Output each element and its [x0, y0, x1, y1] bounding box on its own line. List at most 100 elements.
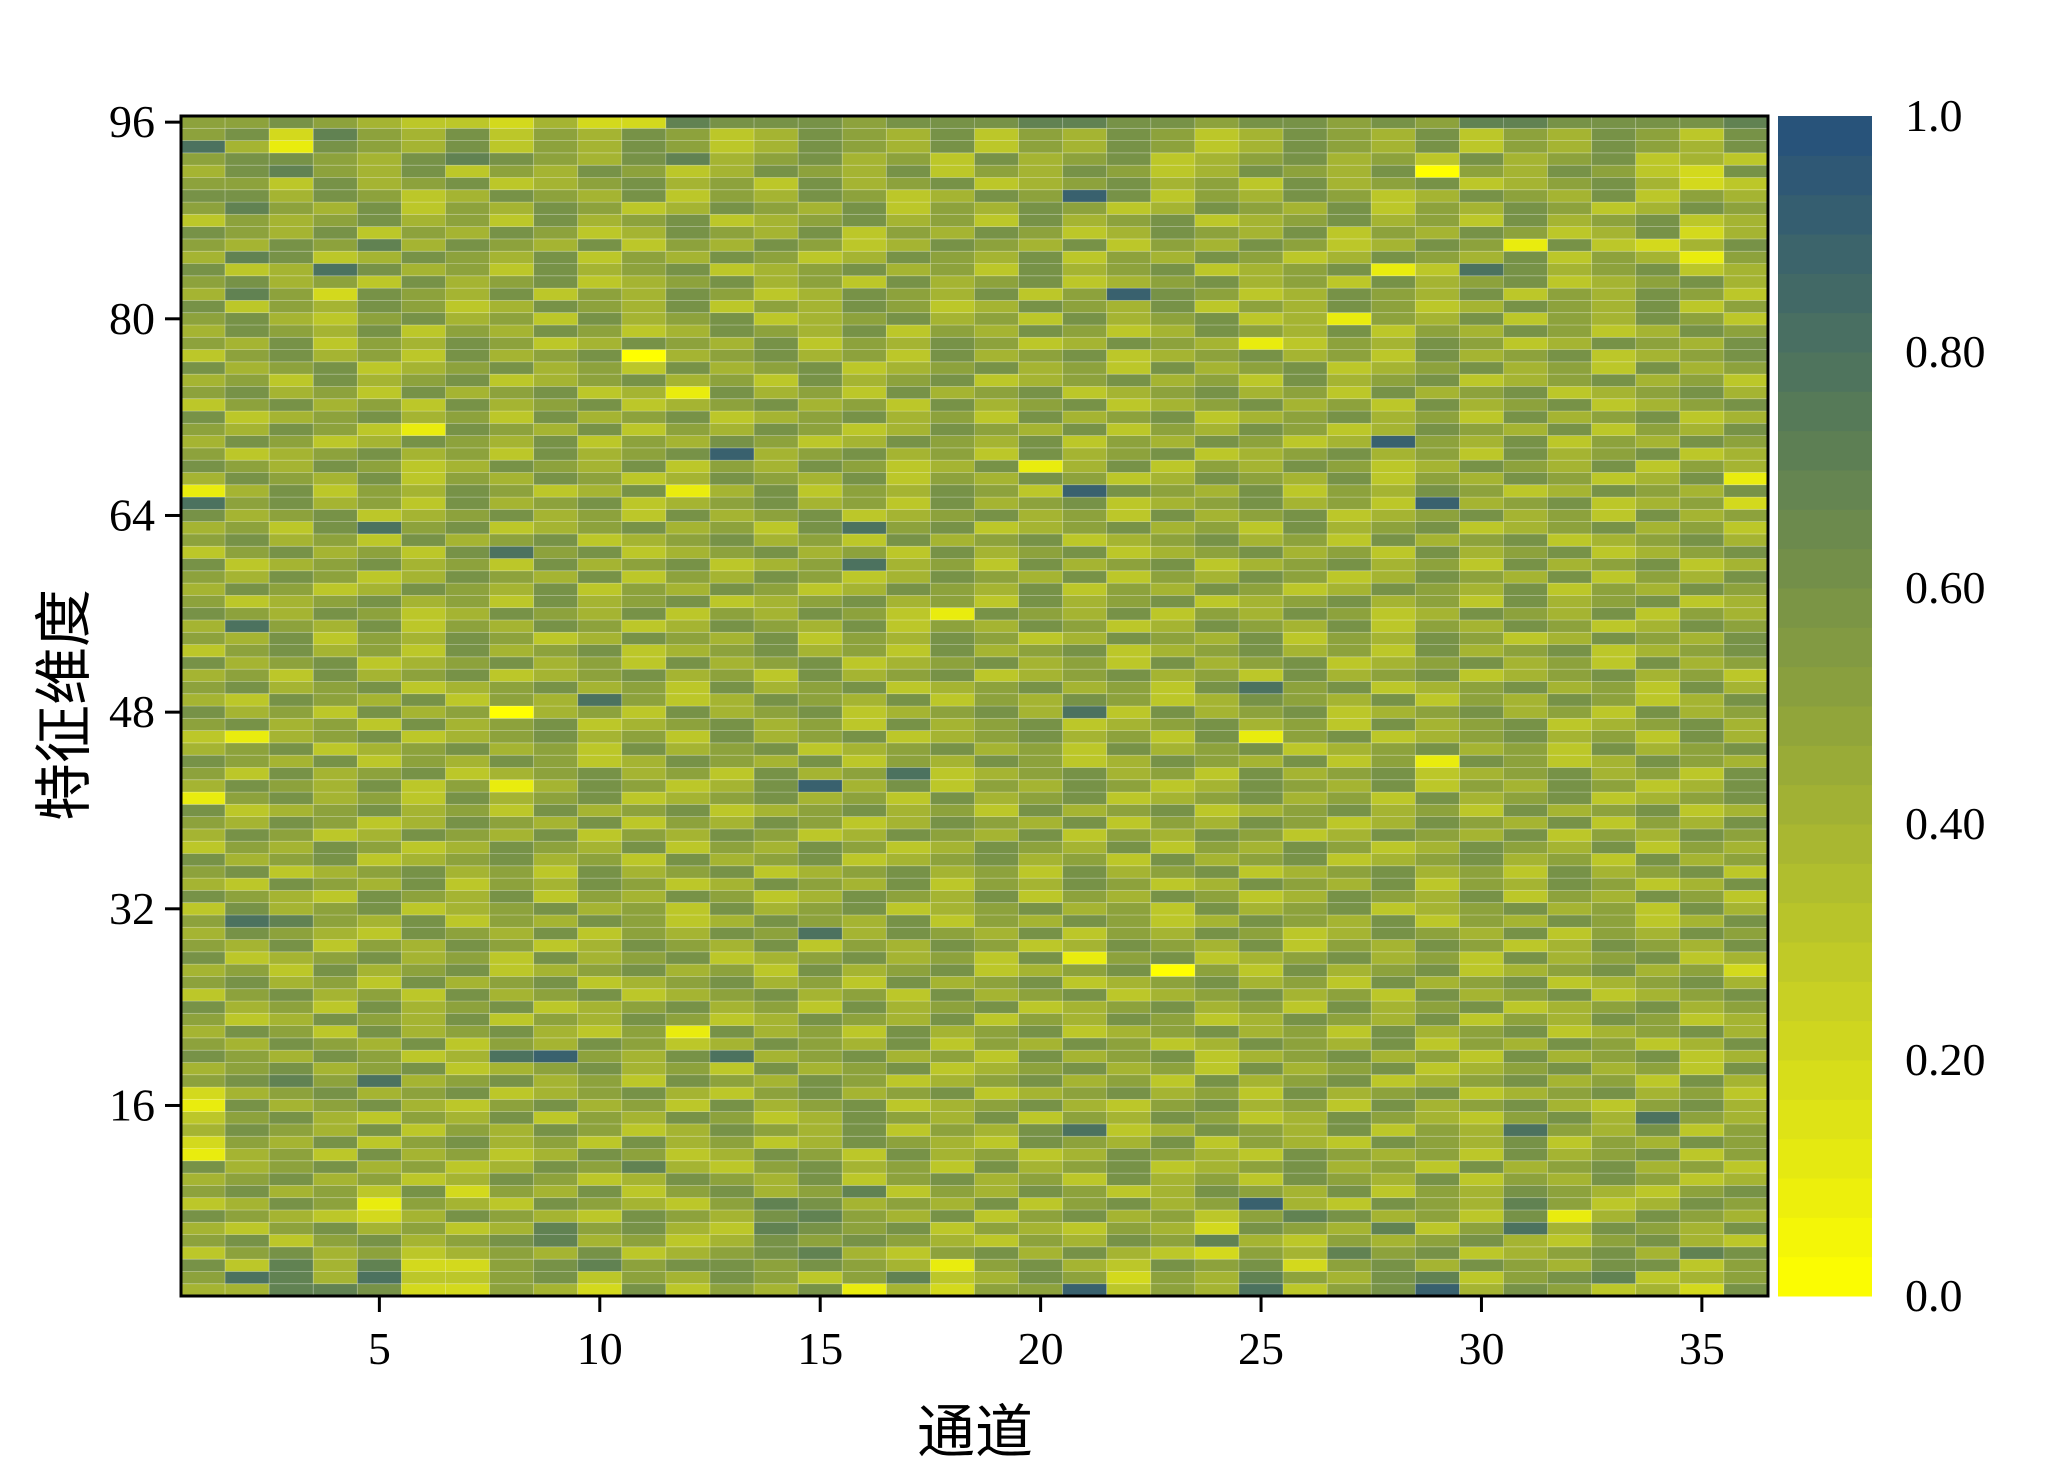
heatmap-cell	[224, 828, 270, 842]
heatmap-cell	[356, 631, 402, 645]
heatmap-cell	[753, 889, 799, 904]
heatmap-cell	[577, 914, 623, 928]
heatmap-cell	[577, 631, 623, 645]
heatmap-cell	[885, 435, 931, 449]
heatmap-cell	[797, 1197, 843, 1211]
heatmap-cell	[753, 349, 799, 363]
heatmap-cell	[1370, 238, 1416, 252]
heatmap-cell	[930, 594, 975, 609]
heatmap-cell	[1635, 853, 1681, 867]
heatmap-cell	[841, 177, 887, 191]
heatmap-cell	[1370, 803, 1416, 818]
heatmap-cell	[1238, 1012, 1284, 1026]
heatmap-cell	[974, 386, 1019, 400]
heatmap-cell	[1723, 435, 1768, 449]
heatmap-cell	[1459, 484, 1504, 498]
heatmap-cell	[930, 877, 975, 891]
heatmap-cell	[1282, 767, 1328, 781]
heatmap-cell	[1370, 1049, 1416, 1063]
heatmap-cell	[1150, 1123, 1196, 1137]
heatmap-cell	[1018, 619, 1064, 633]
heatmap-cell	[797, 127, 843, 141]
heatmap-cell	[1503, 545, 1548, 559]
heatmap-cell	[1326, 779, 1372, 793]
heatmap-cell	[1679, 250, 1725, 264]
heatmap-cell	[533, 840, 579, 854]
heatmap-cell	[1150, 287, 1196, 301]
heatmap-cell	[401, 730, 446, 744]
heatmap-cell	[533, 189, 579, 203]
heatmap-cell	[533, 1098, 579, 1113]
heatmap-cell	[533, 926, 579, 940]
heatmap-cell	[1414, 1098, 1460, 1113]
heatmap-cell	[1503, 558, 1548, 572]
heatmap-cell	[797, 361, 843, 375]
heatmap-cell	[268, 976, 314, 990]
heatmap-cell	[1414, 816, 1460, 830]
heatmap-cell	[1018, 496, 1064, 510]
heatmap-cell	[268, 459, 314, 473]
heatmap-cell	[268, 275, 314, 289]
heatmap-cell	[268, 828, 314, 842]
colorbar: 0.00.200.400.600.801.0	[1778, 90, 1986, 1321]
heatmap-cell	[974, 779, 1019, 793]
heatmap-cell	[974, 1135, 1019, 1149]
heatmap-cell	[1591, 828, 1637, 842]
heatmap-cell	[1459, 1074, 1504, 1088]
heatmap-cell	[1547, 238, 1593, 252]
heatmap-cell	[974, 140, 1019, 154]
heatmap-cell	[1635, 361, 1681, 375]
heatmap-cell	[841, 926, 887, 940]
heatmap-cell	[312, 1086, 358, 1100]
heatmap-cell	[621, 1111, 667, 1125]
heatmap-cell	[268, 226, 314, 240]
heatmap-cell	[841, 398, 887, 412]
heatmap-cell	[224, 1258, 270, 1272]
heatmap-cell	[1547, 508, 1593, 523]
heatmap-cell	[1018, 1258, 1064, 1272]
heatmap-cell	[533, 1197, 579, 1211]
heatmap-cell	[1459, 164, 1504, 178]
heatmap-cell	[621, 545, 667, 559]
heatmap-cell	[1282, 533, 1328, 547]
heatmap-cell	[974, 496, 1019, 510]
heatmap-cell	[1503, 398, 1548, 412]
heatmap-cell	[753, 1098, 799, 1113]
heatmap-cell	[1018, 1049, 1064, 1063]
heatmap-cell	[1018, 1148, 1064, 1162]
heatmap-cell	[1591, 238, 1637, 252]
heatmap-cell	[1591, 1283, 1637, 1296]
heatmap-cell	[1370, 742, 1416, 756]
heatmap-cell	[181, 939, 226, 953]
heatmap-cell	[1018, 1098, 1064, 1113]
heatmap-cell	[1018, 1160, 1064, 1174]
heatmap-cell	[1679, 705, 1725, 719]
heatmap-cell	[1150, 582, 1196, 596]
heatmap-cell	[1591, 791, 1637, 805]
heatmap-cell	[1679, 951, 1725, 965]
heatmap-cell	[1503, 889, 1548, 904]
heatmap-cell	[1194, 287, 1240, 301]
heatmap-cell	[1150, 398, 1196, 412]
heatmap-cell	[181, 914, 226, 928]
heatmap-cell	[1018, 299, 1064, 314]
heatmap-cell	[1414, 398, 1460, 412]
heatmap-cell	[312, 324, 358, 338]
heatmap-cell	[1723, 1246, 1768, 1260]
heatmap-cell	[709, 668, 755, 682]
heatmap-cell	[930, 1197, 975, 1211]
heatmap-cell	[1414, 963, 1460, 977]
heatmap-cell	[1370, 570, 1416, 584]
heatmap-cell	[1723, 607, 1768, 621]
heatmap-cell	[1194, 1037, 1240, 1051]
heatmap-cell	[533, 1209, 579, 1223]
heatmap-cell	[1194, 717, 1240, 731]
heatmap-cell	[930, 1283, 975, 1296]
heatmap-cell	[885, 828, 931, 842]
heatmap-cell	[665, 1184, 711, 1199]
heatmap-cell	[665, 754, 711, 768]
heatmap-cell	[356, 386, 402, 400]
heatmap-cell	[1503, 1049, 1548, 1063]
heatmap-cell	[665, 619, 711, 633]
heatmap-cell	[1018, 1123, 1064, 1137]
